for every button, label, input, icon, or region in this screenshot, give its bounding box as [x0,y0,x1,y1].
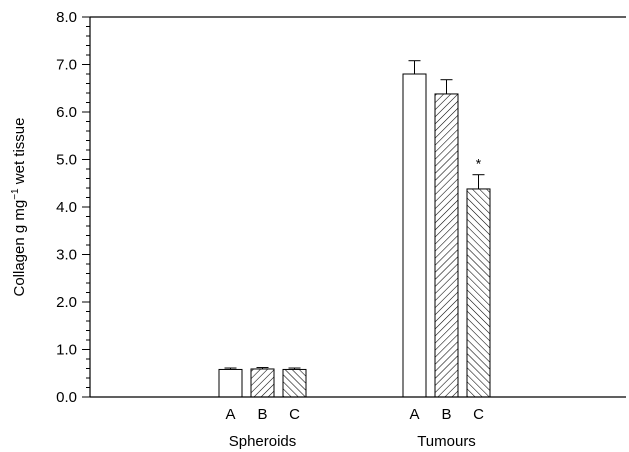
significance-marker: * [476,156,482,172]
y-tick-label: 6.0 [56,104,77,121]
group-label-spheroids: Spheroids [229,433,297,450]
y-axis-ticks: 0.0 1.0 2.0 3.0 4.0 5.0 6.0 7.0 8.0 [56,9,90,406]
y-axis-label: Collagen g mg−1 wet tissue [10,117,28,296]
y-tick-label: 7.0 [56,57,77,74]
y-tick-label: 3.0 [56,247,77,264]
x-tick-label: C [473,406,484,423]
y-tick-label: 0.0 [56,389,77,406]
x-tick-label: C [289,406,300,423]
x-tick-label: A [409,406,419,423]
y-axis-label-main: Collagen g mg [11,200,28,297]
y-axis-label-tail: wet tissue [11,117,28,188]
y-tick-label: 4.0 [56,199,77,216]
bar-spheroids-a [218,368,243,398]
y-tick-label: 5.0 [56,152,77,169]
bar-spheroids-c [282,368,307,398]
bar-tumours-a [402,73,427,398]
x-tick-label: B [257,406,267,423]
x-axis-labels: A B C Spheroids A B C Tumours [225,406,484,450]
x-tick-label: B [441,406,451,423]
y-axis-label-superscript: −1 [10,188,21,200]
y-tick-label: 2.0 [56,294,77,311]
x-tick-label: A [225,406,235,423]
y-tick-label: 1.0 [56,342,77,359]
group-label-tumours: Tumours [417,433,476,450]
bar-spheroids-b [250,368,275,398]
bars: * [218,60,491,398]
y-tick-label: 8.0 [56,9,77,26]
bar-tumours-b [434,93,459,398]
bar-tumours-c [466,188,491,398]
